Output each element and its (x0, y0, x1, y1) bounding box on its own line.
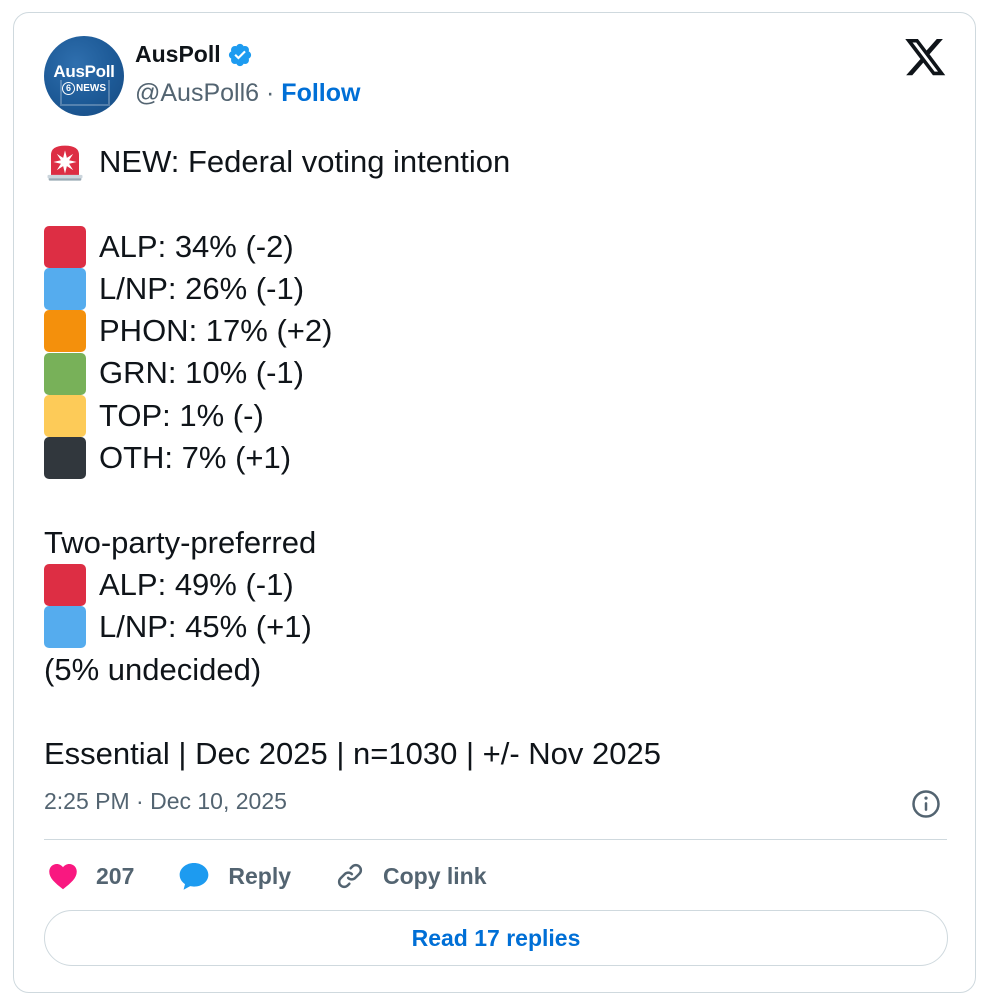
reply-label: Reply (228, 862, 292, 889)
link-icon (337, 863, 363, 889)
like-count: 207 (96, 862, 135, 889)
primary-label-alp: ALP: 34% (-2) (99, 228, 294, 264)
avatar-logo-text: AusPoll (53, 62, 115, 81)
primary-row-top: TOP: 1% (-) (44, 394, 944, 437)
heart-icon (49, 864, 77, 890)
divider (44, 839, 947, 840)
headline-line: NEW: Federal voting intention (44, 141, 944, 183)
primary-label-phon: PHON: 17% (+2) (99, 313, 333, 349)
blank-line (44, 479, 944, 521)
primary-row-alp: ALP: 34% (-2) (44, 225, 944, 268)
tpp-row-lnp: L/NP: 45% (+1) (44, 606, 944, 649)
author-handle-row: @AusPoll6 · Follow (135, 79, 360, 108)
avatar-ballot-box (60, 80, 110, 106)
reply-button[interactable]: Reply (178, 861, 291, 891)
avatar-news-text: NEWS (76, 83, 106, 94)
tpp-row-alp: ALP: 49% (-1) (44, 564, 944, 607)
avatar[interactable]: AusPoll 6 NEWS (44, 36, 124, 116)
author-handle[interactable]: @AusPoll6 (135, 79, 260, 107)
copy-link-label: Copy link (383, 862, 487, 889)
copy-link-button[interactable]: Copy link (335, 861, 487, 891)
tpp-label-lnp: L/NP: 45% (+1) (99, 609, 312, 645)
blank-line (44, 691, 944, 733)
black-square-icon (44, 437, 86, 480)
avatar-logo-subtext: 6 NEWS (44, 82, 124, 95)
read-replies-button[interactable]: Read 17 replies (44, 910, 948, 966)
primary-label-top: TOP: 1% (-) (99, 397, 264, 433)
primary-row-lnp: L/NP: 26% (-1) (44, 268, 944, 311)
undecided-line: (5% undecided) (44, 649, 944, 691)
handle-separator: · (266, 79, 275, 107)
blue-square-icon (44, 606, 86, 649)
tweet-card: AusPoll 6 NEWS AusPoll @AusPoll6 · Follow… (13, 12, 976, 993)
tpp-heading-text: Two-party-preferred (44, 524, 317, 560)
author-display-name[interactable]: AusPoll (135, 41, 221, 67)
undecided-text: (5% undecided) (44, 651, 262, 687)
blue-square-icon (44, 268, 86, 311)
verified-badge-icon (228, 43, 251, 66)
follow-button[interactable]: Follow (281, 79, 361, 107)
primary-row-grn: GRN: 10% (-1) (44, 352, 944, 395)
primary-label-lnp: L/NP: 26% (-1) (99, 270, 305, 306)
author-name-row: AusPoll (135, 41, 253, 68)
like-button[interactable]: 207 (48, 862, 134, 890)
primary-label-grn: GRN: 10% (-1) (99, 355, 304, 391)
red-square-icon (44, 564, 86, 607)
source-text: Essential | Dec 2025 | n=1030 | +/- Nov … (44, 736, 661, 772)
reply-bubble-icon (180, 862, 209, 890)
primary-label-oth: OTH: 7% (+1) (99, 440, 292, 476)
primary-row-oth: OTH: 7% (+1) (44, 437, 944, 480)
tweet-text: NEW: Federal voting intention ALP: 34% (… (44, 141, 944, 775)
green-square-icon (44, 352, 86, 395)
primary-row-phon: PHON: 17% (+2) (44, 310, 944, 353)
tweet-timestamp[interactable]: 2:25 PM · Dec 10, 2025 (44, 788, 287, 814)
info-icon[interactable] (911, 789, 941, 819)
blank-line (44, 183, 944, 225)
headline-text: NEW: Federal voting intention (99, 144, 511, 179)
orange-square-icon (44, 310, 86, 353)
action-bar: 207 Reply Copy link (48, 856, 531, 896)
tpp-heading: Two-party-preferred (44, 522, 944, 564)
yellow-square-icon (44, 394, 86, 437)
red-square-icon (44, 225, 86, 268)
siren-icon (47, 145, 83, 181)
source-line: Essential | Dec 2025 | n=1030 | +/- Nov … (44, 733, 944, 775)
x-logo-icon[interactable] (905, 39, 947, 77)
tpp-label-alp: ALP: 49% (-1) (99, 566, 294, 602)
avatar-six-badge: 6 (62, 82, 75, 95)
